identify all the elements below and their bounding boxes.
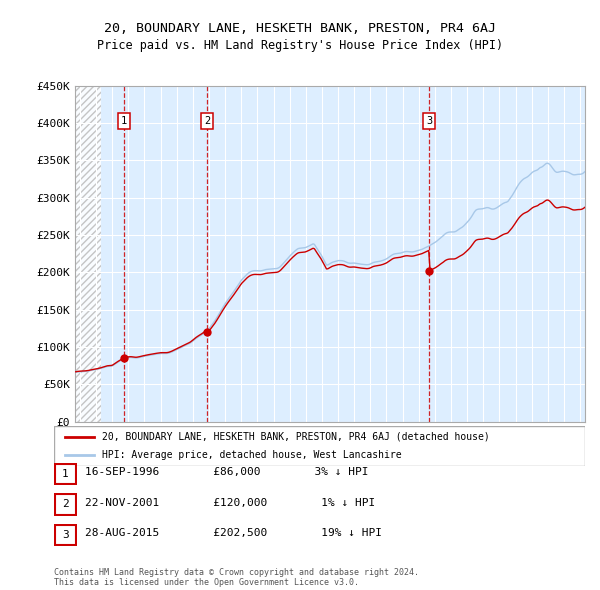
FancyBboxPatch shape <box>55 494 76 514</box>
Text: 22-NOV-2001        £120,000        1% ↓ HPI: 22-NOV-2001 £120,000 1% ↓ HPI <box>85 498 376 507</box>
Text: 3: 3 <box>62 530 69 540</box>
Text: 3: 3 <box>426 116 433 126</box>
FancyBboxPatch shape <box>55 525 76 545</box>
FancyBboxPatch shape <box>54 426 585 466</box>
Text: 2: 2 <box>62 500 69 509</box>
Text: This data is licensed under the Open Government Licence v3.0.: This data is licensed under the Open Gov… <box>54 578 359 587</box>
Text: Price paid vs. HM Land Registry's House Price Index (HPI): Price paid vs. HM Land Registry's House … <box>97 39 503 52</box>
Text: 28-AUG-2015        £202,500        19% ↓ HPI: 28-AUG-2015 £202,500 19% ↓ HPI <box>85 529 382 538</box>
Text: 1: 1 <box>62 469 69 478</box>
Text: Contains HM Land Registry data © Crown copyright and database right 2024.: Contains HM Land Registry data © Crown c… <box>54 568 419 577</box>
Text: 20, BOUNDARY LANE, HESKETH BANK, PRESTON, PR4 6AJ: 20, BOUNDARY LANE, HESKETH BANK, PRESTON… <box>104 22 496 35</box>
Text: 16-SEP-1996        £86,000        3% ↓ HPI: 16-SEP-1996 £86,000 3% ↓ HPI <box>85 467 368 477</box>
Text: HPI: Average price, detached house, West Lancashire: HPI: Average price, detached house, West… <box>102 450 401 460</box>
Text: 2: 2 <box>204 116 211 126</box>
FancyBboxPatch shape <box>55 464 76 484</box>
Text: 1: 1 <box>121 116 127 126</box>
Text: 20, BOUNDARY LANE, HESKETH BANK, PRESTON, PR4 6AJ (detached house): 20, BOUNDARY LANE, HESKETH BANK, PRESTON… <box>102 432 490 442</box>
